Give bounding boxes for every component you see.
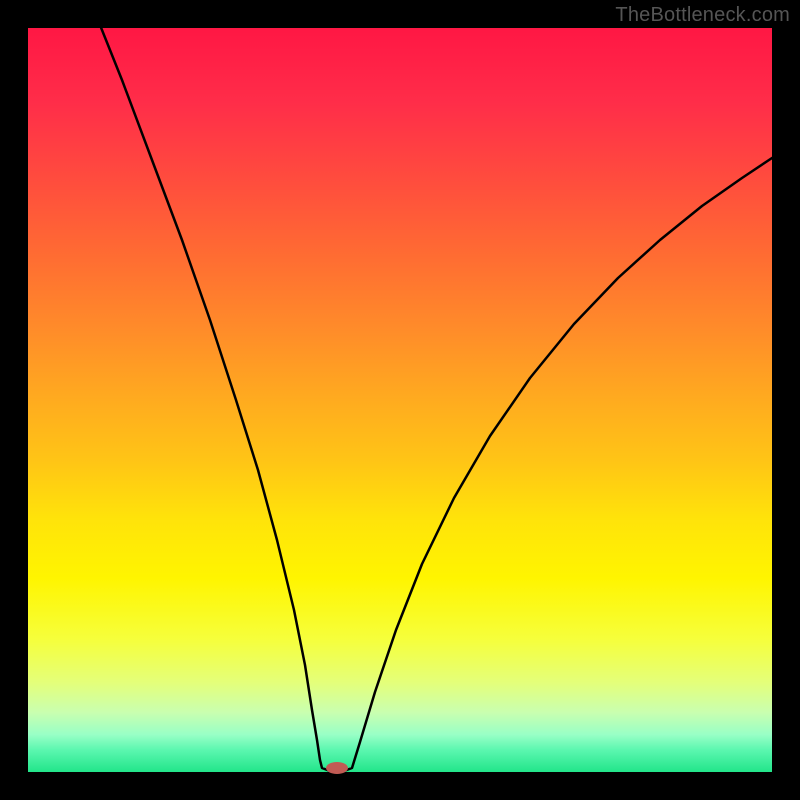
watermark-text: TheBottleneck.com — [615, 4, 790, 27]
optimal-point-marker — [326, 762, 348, 774]
plot-area — [28, 28, 772, 772]
bottleneck-chart — [0, 0, 800, 800]
